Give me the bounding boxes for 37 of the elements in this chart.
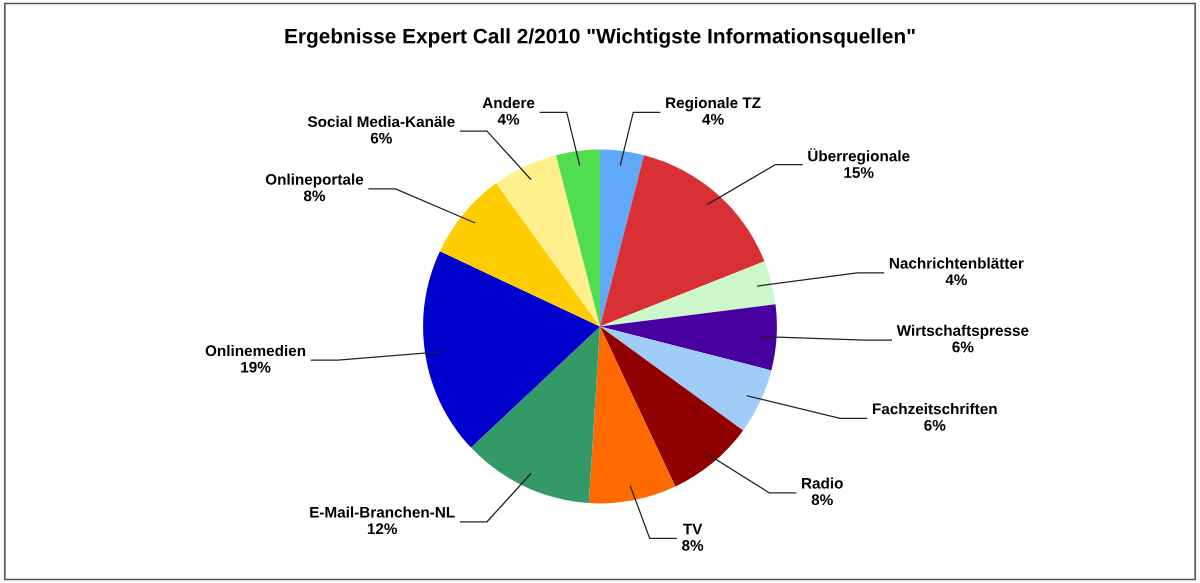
pie-slice: [600, 304, 777, 371]
pie-slice: [423, 251, 600, 448]
pie-slice: [600, 155, 765, 327]
pie-slice: [588, 326, 676, 504]
pie-slice: [600, 326, 744, 487]
data-label: 8%: [811, 494, 833, 506]
data-label: 4%: [497, 113, 520, 125]
pie-slice: [600, 149, 644, 327]
slice-label: Regionale TZ: [666, 96, 761, 112]
slice-label: E-Mail-Branchen-NL: [310, 506, 455, 518]
slice-label: Social Media-Kanäle: [307, 115, 455, 128]
pie-slice: [600, 261, 776, 327]
chart-title: Ergebnisse Expert Call 2/2010 "Wichtigste Informationsquellen": [285, 28, 915, 48]
slice-label: Fachzeitschriften: [872, 403, 997, 415]
slice-label: Onlineportale: [265, 173, 364, 188]
pie-slice: [439, 183, 600, 327]
slice-label: Andere: [482, 97, 535, 109]
data-label: 6%: [924, 419, 946, 431]
pie-slice: [471, 326, 600, 504]
pie-slice: [556, 149, 600, 327]
slice-label: Überregionale: [808, 148, 910, 165]
pie-slice: [600, 326, 772, 431]
data-label: 6%: [370, 132, 392, 144]
data-label: 12%: [367, 523, 398, 535]
slice-label: Wirtschaftspresse: [896, 324, 1029, 339]
slice-label: TV: [683, 523, 703, 535]
slice-label: Nachrichtenblätter: [889, 257, 1024, 269]
data-label: 4%: [945, 274, 967, 286]
data-label: 4%: [702, 113, 724, 125]
data-label: 8%: [303, 190, 326, 202]
data-label: 19%: [241, 361, 271, 373]
pie-slice: [496, 155, 600, 327]
data-label: 6%: [952, 341, 974, 353]
slice-label: Onlinemedien: [205, 344, 306, 357]
data-label: 8%: [682, 540, 704, 551]
data-label: 15%: [844, 167, 874, 178]
slice-label: Radio: [802, 477, 843, 489]
